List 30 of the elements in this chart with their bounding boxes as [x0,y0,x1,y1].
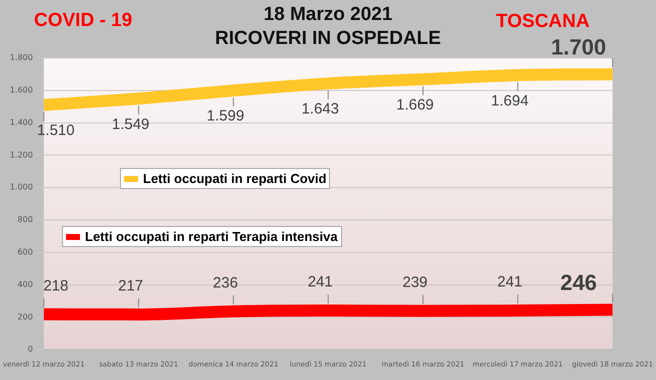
chart-title: 18 Marzo 2021 [264,4,392,25]
y-tick-label: 800 [18,215,33,224]
data-label: 241 [308,274,333,291]
data-label: 241 [497,274,522,291]
y-tick-label: 1.000 [10,182,33,192]
y-tick-label: 1.800 [10,53,33,62]
data-label: 1.599 [206,108,244,125]
data-label: 239 [402,274,428,292]
text: TOSCANA [496,11,590,33]
data-label: 1.510 [37,122,75,140]
data-label: 1.549 [112,116,150,133]
legend-label: Letti occupati in reparti Covid [143,171,326,186]
data-label: 1.694 [491,92,529,110]
legend-label: Letti occupati in reparti Terapia intensiva [85,229,338,244]
y-tick-label: 1.600 [10,85,33,94]
y-tick-label: 1.400 [10,118,33,127]
data-label: 1.643 [301,100,339,118]
data-label: 217 [118,278,144,295]
data-label: 236 [212,274,238,292]
y-tick-label: 1.200 [10,150,33,160]
data-label: 218 [43,277,68,294]
y-tick-label: 600 [18,247,33,256]
data-label: 246 [560,270,597,295]
data-label: 1.669 [396,96,434,114]
text: COVID - 19 [34,10,132,32]
y-tick-label: 200 [18,312,33,322]
y-tick-label: 0 [28,344,33,354]
y-tick-label: 400 [18,280,33,289]
chart-subtitle: RICOVERI IN OSPEDALE [215,28,441,49]
data-label: 1.700 [551,34,606,60]
